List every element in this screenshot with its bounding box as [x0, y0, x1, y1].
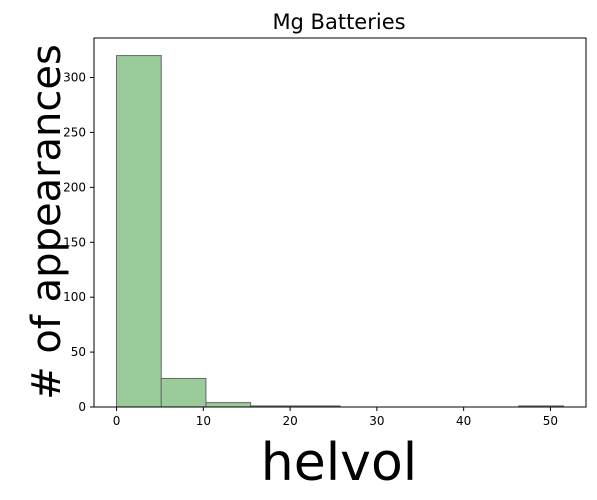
histogram-bar-2 [205, 402, 252, 408]
y-tick-label: 150 [63, 235, 86, 249]
bars-group [116, 55, 564, 408]
x-tick-label: 0 [113, 414, 121, 428]
x-tick-label: 30 [369, 414, 384, 428]
x-tick-label: 10 [196, 414, 211, 428]
y-tick-label: 200 [63, 180, 86, 194]
plot-area-frame [93, 37, 587, 408]
y-tick-label: 50 [71, 345, 86, 359]
chart-title: Mg Batteries [272, 10, 405, 34]
histogram-bar-1 [160, 377, 207, 408]
y-axis-ticks: 0 50 100 150 200 250 300 [63, 71, 94, 414]
x-axis-label: helvol [261, 433, 417, 493]
x-axis-ticks: 0 10 20 30 40 50 [113, 407, 558, 428]
y-tick-label: 100 [63, 290, 86, 304]
x-tick-label: 40 [456, 414, 471, 428]
x-tick-label: 50 [543, 414, 558, 428]
y-axis-label: # of appearances [24, 44, 70, 400]
y-tick-label: 250 [63, 125, 86, 139]
histogram-bar-0 [116, 55, 162, 408]
x-tick-label: 20 [282, 414, 297, 428]
y-tick-label: 0 [78, 400, 86, 414]
y-tick-label: 300 [63, 71, 86, 85]
